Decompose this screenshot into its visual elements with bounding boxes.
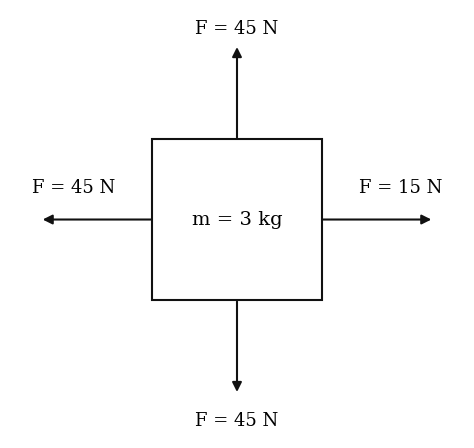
Text: m = 3 kg: m = 3 kg [191,211,283,228]
Text: F = 15 N: F = 15 N [359,179,442,197]
Text: F = 45 N: F = 45 N [195,412,279,430]
Bar [152,139,322,300]
Text: F = 45 N: F = 45 N [195,20,279,38]
Text: F = 45 N: F = 45 N [32,179,115,197]
